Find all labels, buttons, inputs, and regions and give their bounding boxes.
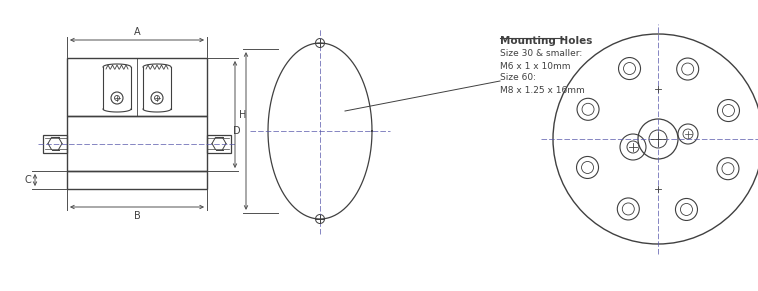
Circle shape xyxy=(619,58,641,79)
Text: M8 x 1.25 x 16mm: M8 x 1.25 x 16mm xyxy=(500,86,584,95)
Circle shape xyxy=(717,158,739,180)
Text: Size 60:: Size 60: xyxy=(500,73,536,82)
Text: H: H xyxy=(239,109,246,120)
Text: M6 x 1 x 10mm: M6 x 1 x 10mm xyxy=(500,62,571,71)
Text: Mounting Holes: Mounting Holes xyxy=(500,36,592,46)
Text: B: B xyxy=(133,211,140,221)
Text: C: C xyxy=(24,175,31,185)
Circle shape xyxy=(677,58,699,80)
Text: D: D xyxy=(233,126,241,136)
Bar xyxy=(43,134,67,152)
Circle shape xyxy=(718,100,740,122)
Circle shape xyxy=(577,157,599,178)
Circle shape xyxy=(675,198,697,221)
Bar xyxy=(67,116,207,171)
Text: A: A xyxy=(133,27,140,37)
Bar xyxy=(67,171,207,189)
Text: Size 30 & smaller:: Size 30 & smaller: xyxy=(500,49,582,58)
Bar xyxy=(67,58,207,116)
Bar xyxy=(207,134,231,152)
Circle shape xyxy=(577,98,599,120)
Circle shape xyxy=(617,198,639,220)
